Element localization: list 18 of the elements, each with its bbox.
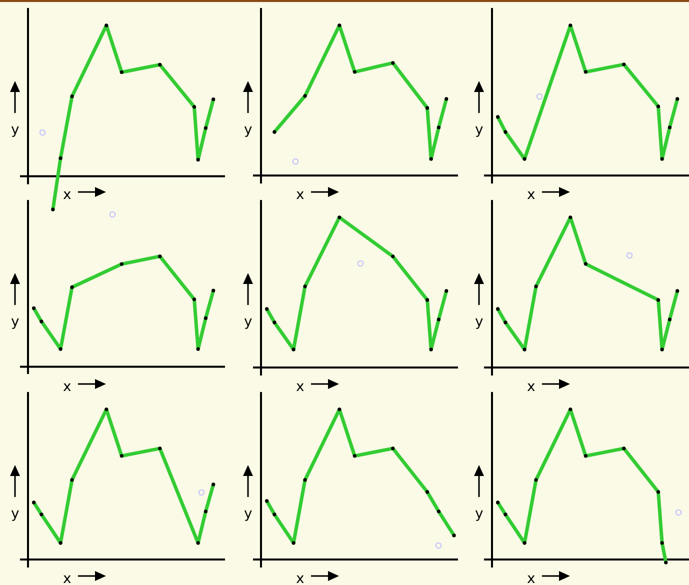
x-axis-title: x	[63, 379, 72, 395]
y-axis-title: y	[244, 506, 252, 522]
x-axis-title: x	[296, 187, 304, 203]
y-axis-title: y	[475, 122, 484, 138]
y-axis-title: y	[11, 122, 20, 138]
x-axis-title: x	[63, 571, 72, 585]
x-axis-title: x	[63, 187, 72, 203]
x-axis-title: x	[527, 571, 536, 585]
x-axis-title: x	[296, 571, 304, 585]
y-axis-title: y	[11, 314, 20, 330]
y-axis-title: y	[475, 506, 484, 522]
y-axis-title: y	[11, 506, 20, 522]
y-axis-title: y	[475, 314, 484, 330]
x-axis-title: x	[527, 187, 536, 203]
x-axis-title: x	[527, 379, 536, 395]
y-axis-title: y	[244, 122, 252, 138]
y-axis-title: y	[244, 314, 252, 330]
x-axis-title: x	[296, 379, 304, 395]
